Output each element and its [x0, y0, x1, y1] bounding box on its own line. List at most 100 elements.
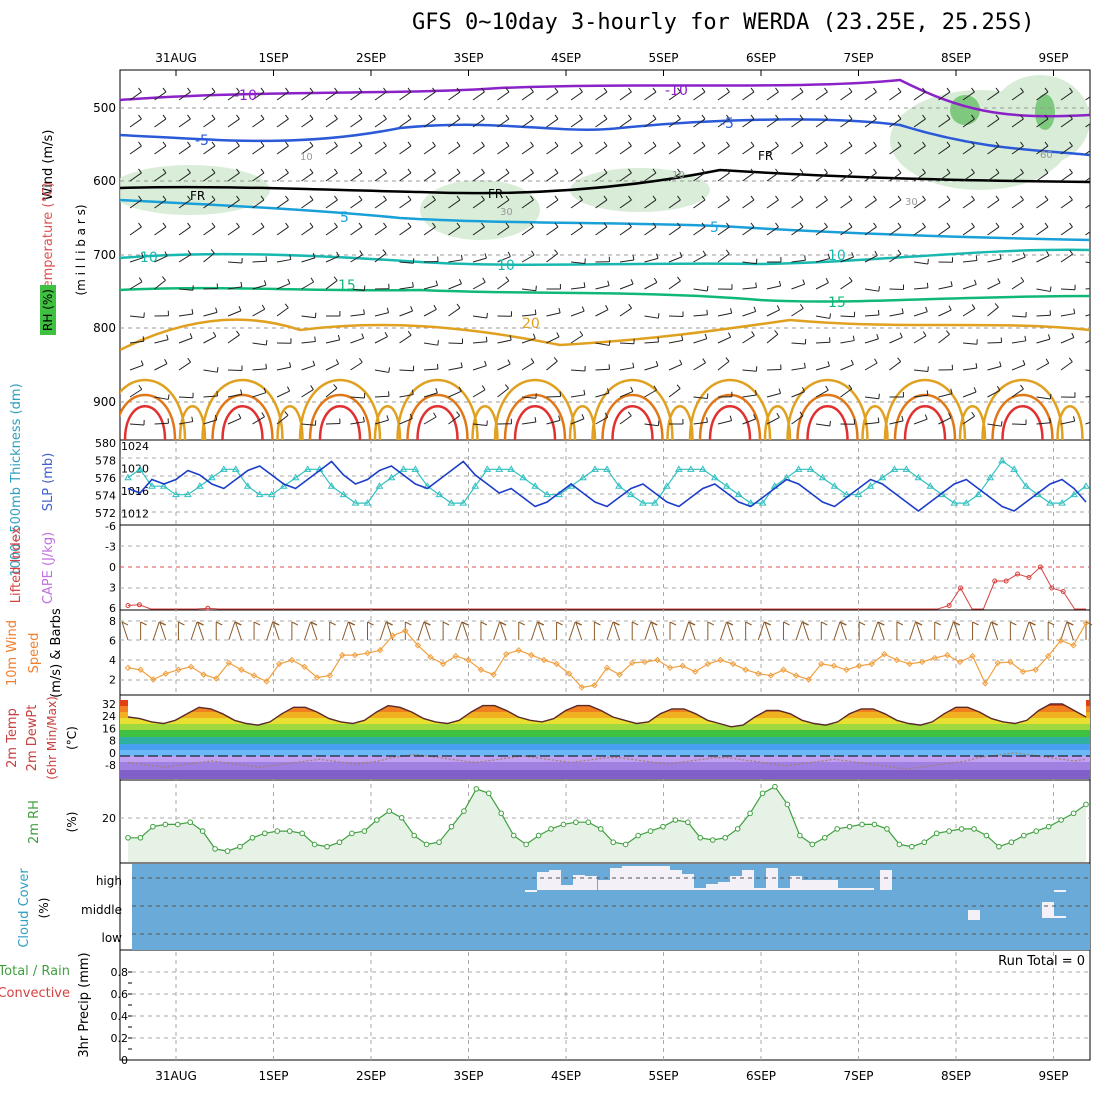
wind-barb — [448, 145, 461, 155]
wind-barb — [399, 261, 414, 264]
wind-barb-flag — [581, 306, 585, 312]
ylabel-temp-unit: (°C) — [65, 726, 79, 750]
wind-barb — [693, 145, 706, 155]
wind-barb — [448, 415, 460, 425]
wind-barb-flag — [141, 252, 144, 258]
date-bottom-7SEP: 7SEP — [843, 1069, 873, 1083]
wind-barb — [448, 390, 462, 398]
date-top-6SEP: 6SEP — [746, 51, 776, 65]
level-600: 600 — [93, 174, 116, 188]
wind-barb — [693, 172, 706, 182]
wind-barb-flag — [628, 168, 632, 174]
level-500: 500 — [93, 101, 116, 115]
wind10m-point — [981, 680, 989, 687]
wind-barb — [938, 393, 953, 398]
wind10m-point — [742, 666, 749, 673]
wind-barb — [423, 368, 439, 371]
wind-barb-flag — [558, 307, 561, 313]
wind10m-point — [868, 660, 875, 668]
wind-barb — [399, 418, 413, 425]
wind-barb-flag — [995, 222, 1000, 228]
temp-band — [120, 744, 1090, 750]
wind-barb-flag — [604, 412, 609, 418]
rh2m-point — [610, 839, 617, 846]
wind-barb — [252, 342, 267, 346]
thickness-point — [363, 499, 372, 506]
thickness-point — [674, 465, 683, 472]
wind-barb-flag — [971, 304, 976, 309]
cloud-high-bar — [778, 888, 790, 890]
temp-loop-small — [1056, 405, 1084, 440]
cloud-high-bar — [880, 870, 892, 890]
wind-barb — [889, 118, 902, 128]
wind-barb-flag — [1097, 307, 1099, 312]
thickness-point — [291, 473, 300, 481]
wind-barb — [913, 91, 926, 101]
wind-barb — [546, 226, 559, 236]
wind-barb-flag — [287, 278, 291, 284]
wind-barb — [668, 339, 683, 344]
wind-barb — [644, 91, 657, 101]
rh2m-point — [262, 830, 268, 837]
wind-barb-flag — [997, 278, 1001, 284]
ylabel-temp3: (6hr Min/Max) — [45, 696, 59, 780]
wind-barb — [840, 256, 854, 263]
wind10m-barb — [424, 621, 432, 641]
wind-barb-flag — [265, 363, 267, 369]
wind-barb — [178, 421, 193, 425]
wind10m-point — [641, 658, 649, 666]
wind-barb — [521, 396, 536, 399]
wind-barb — [864, 199, 877, 209]
rh2m-point — [187, 819, 194, 826]
wind10m-point — [603, 664, 611, 672]
thickness-point — [471, 482, 480, 489]
wind-barb — [497, 226, 510, 236]
wind-barb — [1011, 199, 1024, 209]
wind10m-barb-flag — [197, 621, 204, 626]
rh2m-point — [809, 841, 816, 848]
thickness-point — [1046, 499, 1054, 506]
wind-barb — [154, 91, 167, 101]
rh2m-point — [361, 828, 368, 834]
rh2m-point — [1033, 828, 1040, 834]
wind10m-point — [1070, 642, 1077, 649]
wind10m-point — [855, 662, 863, 670]
wind-barb-flag — [603, 168, 608, 174]
thickness-point — [375, 482, 384, 489]
wind-barb-flag — [361, 333, 365, 339]
wind-barb-flag — [1095, 332, 1098, 336]
wind10m-point — [994, 659, 1001, 667]
wind-barb-flag — [1068, 357, 1073, 363]
wind10m-point — [137, 666, 144, 673]
rh2m-point — [871, 821, 878, 828]
rh2m-point — [249, 834, 256, 841]
wind-barb-flag — [236, 114, 240, 120]
wind-barb — [154, 396, 169, 400]
wind-barb — [619, 307, 632, 317]
level-900: 900 — [93, 395, 116, 409]
temp-loop — [806, 405, 849, 440]
wind-barb-flag — [877, 417, 880, 423]
wind10m-barb-flag — [972, 621, 979, 626]
wind-barb — [203, 172, 216, 182]
wind-barb — [203, 145, 216, 155]
wind-barb — [276, 414, 289, 425]
wind-barb-flag — [827, 361, 830, 367]
wind10m-barb — [234, 621, 242, 641]
wind10m-barb-flag — [442, 621, 450, 626]
wind-barb — [693, 396, 708, 399]
wind-barb-flag — [265, 339, 268, 346]
rh2m-point — [784, 801, 791, 808]
wind-barb-flag — [628, 141, 632, 147]
wind-barb — [717, 118, 730, 128]
wind-barb-flag — [433, 412, 437, 418]
wind10m-point — [553, 660, 560, 668]
wind-barb-flag — [485, 336, 488, 342]
thickness-point — [722, 482, 731, 489]
wind-barb-flag — [848, 168, 853, 174]
wind-barb-flag — [260, 114, 265, 120]
wind-barb — [472, 257, 487, 263]
wind-barb — [962, 172, 975, 182]
wind-barb-flag — [799, 141, 804, 147]
rh2m-point — [311, 841, 318, 848]
